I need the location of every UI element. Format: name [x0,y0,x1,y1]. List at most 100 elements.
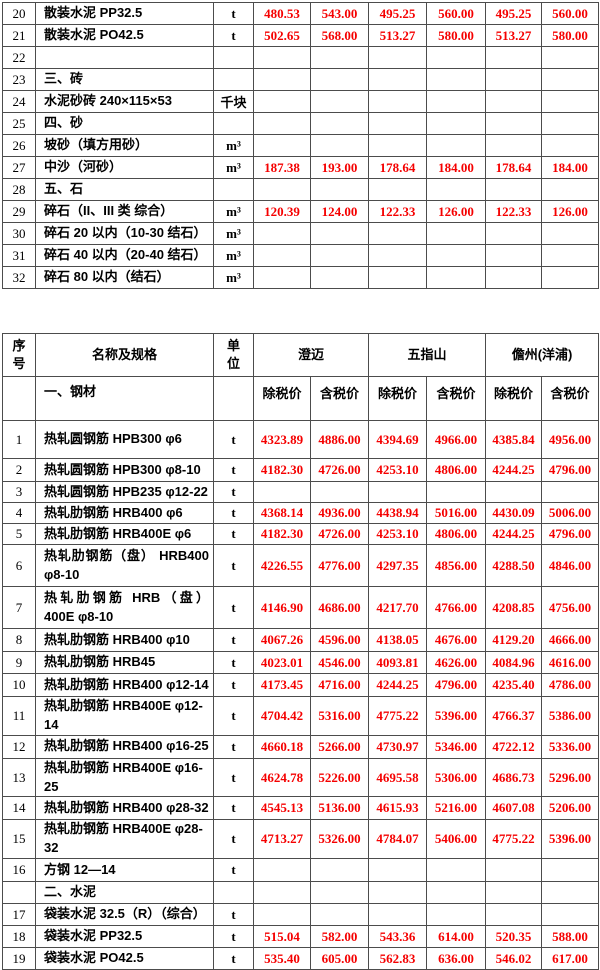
item-name: 方钢 12—14 [35,858,214,883]
price-extax: 4226.55 [253,544,311,587]
table-row: 30 碎石 20 以内（10-30 结石） m³ [2,222,599,245]
price-inctax: 4596.00 [309,628,370,652]
price-inctax [541,881,600,905]
row-number: 31 [2,244,36,267]
price-inctax: 5326.00 [309,819,370,860]
item-name: 热轧肋钢筋 HRB45 [35,651,214,674]
price-inctax: 5406.00 [426,819,487,860]
col-header-city-danzhou-yangpu: 儋州(洋浦) [485,333,600,377]
price-inctax: 5006.00 [541,502,600,524]
empty-cell [2,376,36,421]
price-extax: 4253.10 [368,523,428,545]
item-unit: t [213,24,254,47]
table-row: 31 碎石 40 以内（20-40 结石） m³ [2,244,599,267]
item-unit: m³ [213,222,254,245]
price-inctax: 4666.00 [541,628,600,652]
price-extax: 4695.58 [368,757,428,798]
price-extax: 4766.37 [485,696,543,736]
price-extax [253,46,311,69]
subcol-extax-price: 除税价 [485,376,543,421]
price-extax: 4775.22 [368,696,428,736]
price-extax [368,68,427,91]
price-inctax [541,178,599,201]
price-inctax [309,881,370,905]
row-number: 2 [2,458,36,482]
item-name: 热轧圆钢筋 HPB235 φ12-22 [35,481,214,503]
price-extax: 502.65 [253,24,311,47]
table-row: 22 [2,46,599,69]
item-name: 热轧肋钢筋 HRB400E φ16-25 [35,757,214,798]
price-extax: 4430.09 [485,502,543,524]
table-row: 17 袋装水泥 32.5（R）（综合） t [2,903,600,927]
row-number [2,881,36,905]
price-inctax: 4856.00 [426,544,487,587]
table-row: 14 热轧肋钢筋 HRB400 φ28-32 t 4545.13 5136.00 4615… [2,796,600,821]
item-name: 热轧圆钢筋 HPB300 φ6 [35,420,214,459]
item-name: 散装水泥 PO42.5 [35,24,214,47]
price-inctax: 4766.00 [426,586,487,629]
price-extax [253,266,311,289]
price-inctax [426,178,486,201]
price-inctax [310,90,369,113]
price-extax: 495.25 [485,2,542,25]
price-inctax: 4796.00 [541,458,600,482]
price-extax [485,222,542,245]
item-unit: t [213,796,254,821]
row-number: 10 [2,673,36,697]
price-inctax: 5216.00 [426,796,487,821]
price-extax: 4217.70 [368,586,428,629]
item-unit [213,68,254,91]
price-extax [368,178,427,201]
price-extax: 4288.50 [485,544,543,587]
price-inctax: 184.00 [426,156,486,179]
item-unit: m³ [213,134,254,157]
price-extax: 4545.13 [253,796,311,821]
item-name: 热轧肋钢筋 HRB（盘）400E φ8-10 [35,586,214,629]
price-inctax: 5316.00 [309,696,370,736]
item-name: 三、砖 [35,68,214,91]
subcol-inctax-price: 含税价 [309,376,370,421]
price-extax: 4713.27 [253,819,311,860]
price-extax: 4686.73 [485,757,543,798]
table-row: 8 热轧肋钢筋 HRB400 φ10 t 4067.26 4596.00 4138.05 4… [2,628,600,652]
price-inctax [310,112,369,135]
item-name: 袋装水泥 32.5（R）（综合） [35,903,214,927]
row-number: 25 [2,112,36,135]
row-number: 3 [2,481,36,503]
price-inctax: 5206.00 [541,796,600,821]
item-name: 二、水泥 [35,881,214,905]
price-inctax [541,903,600,927]
price-inctax [541,481,600,503]
price-inctax [426,134,486,157]
row-number: 1 [2,420,36,459]
row-number: 19 [2,947,36,970]
price-inctax [541,112,599,135]
price-inctax: 4796.00 [426,673,487,697]
price-extax: 4173.45 [253,673,311,697]
price-extax [485,178,542,201]
item-unit: t [213,696,254,736]
price-extax [253,178,311,201]
price-inctax: 4936.00 [309,502,370,524]
table-row: 29 碎石（II、III 类 综合） m³ 120.39 124.00 122.33 126… [2,200,599,223]
price-extax: 4660.18 [253,734,311,759]
price-extax: 4394.69 [368,420,428,459]
price-extax [368,244,427,267]
price-extax: 513.27 [485,24,542,47]
price-extax: 4615.93 [368,796,428,821]
price-inctax: 580.00 [541,24,599,47]
item-name: 中沙（河砂） [35,156,214,179]
price-extax: 4368.14 [253,502,311,524]
row-number: 15 [2,819,36,860]
item-unit: m³ [213,200,254,223]
item-unit: t [213,858,254,883]
table-row: 5 热轧肋钢筋 HRB400E φ6 t 4182.30 4726.00 4253.10 4… [2,523,600,545]
price-extax: 4182.30 [253,458,311,482]
row-number: 22 [2,46,36,69]
subcol-inctax-price: 含税价 [426,376,487,421]
price-inctax: 560.00 [541,2,599,25]
empty-cell [213,376,254,421]
price-inctax: 617.00 [541,947,600,970]
item-name: 四、砂 [35,112,214,135]
row-number: 21 [2,24,36,47]
